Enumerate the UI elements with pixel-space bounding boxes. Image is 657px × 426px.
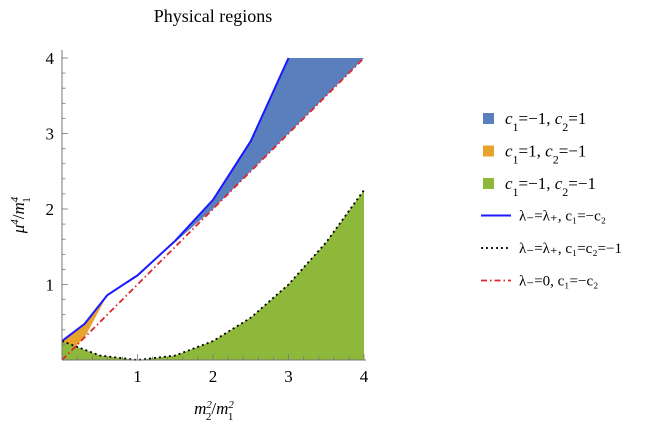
legend: c1=−1, c2=1 c1=1, c2=−1 c1=−1, c2=−1 λ₋=λ₊,… [481, 109, 622, 290]
curve-3 [61, 57, 365, 361]
legend-swatch [483, 113, 494, 124]
x-label-base: m [194, 399, 206, 418]
y-label-sup2: 4 [9, 196, 21, 202]
curve-1 [61, 57, 290, 342]
legend-label: λ₋=λ₊, c₁=c₂=−1 [519, 241, 622, 257]
x-label-sub1: 2 [206, 411, 212, 423]
chart-title: Physical regions [154, 6, 273, 26]
legend-entry-1: c1=−1, c2=1 [483, 109, 586, 134]
legend-swatch [483, 178, 494, 189]
y-label-sup1: 4 [9, 219, 21, 225]
y-tick-label: 1 [46, 276, 55, 295]
legend-entry-4: λ₋=λ₊, c₁=−c₂ [481, 209, 606, 225]
y-tick-label: 2 [46, 200, 55, 219]
region-1 [107, 58, 365, 296]
y-tick-label: 4 [46, 49, 55, 68]
legend-entry-6: λ₋=0, c₁=−c₂ [481, 274, 598, 290]
legend-swatch [483, 145, 494, 157]
x-tick-label: 1 [133, 367, 142, 386]
axes: 1 2 3 4 1 2 3 4 [46, 49, 369, 386]
x-tick-label: 4 [360, 367, 369, 386]
svg-text:m22/m21: m2 2/m2 1 [194, 399, 234, 423]
legend-entry-5: λ₋=λ₊, c₁=c₂=−1 [481, 241, 622, 257]
x-tick-label: 3 [284, 367, 293, 386]
curve-2 [61, 189, 365, 361]
x-tick-label: 2 [209, 367, 218, 386]
legend-label: c1=−1, c2=−1 [505, 174, 596, 199]
legend-label: λ₋=λ₊, c₁=−c₂ [519, 209, 606, 225]
y-tick-label: 3 [46, 125, 55, 144]
legend-entry-3: c1=−1, c2=−1 [483, 174, 596, 199]
y-label-base: μ [9, 225, 28, 235]
y-label-sub2: 1 [21, 197, 33, 203]
region-2 [62, 295, 108, 360]
legend-label: c1=1, c2=−1 [505, 142, 586, 167]
y-label-sep: / [9, 214, 28, 219]
region-3 [62, 190, 364, 360]
x-label-sep: / [211, 399, 216, 418]
legend-label: c1=−1, c2=1 [505, 109, 586, 134]
x-label-sup1: 2 [206, 399, 212, 411]
x-axis-label: m2 2/m2 1 [194, 399, 234, 423]
y-axis-label: μ4/m41 [9, 196, 33, 234]
x-label-base2: m [216, 399, 228, 418]
regions [62, 58, 365, 360]
y-label-base2: m [9, 202, 28, 214]
x-label-sub2: 1 [228, 411, 234, 423]
curves [61, 57, 365, 361]
legend-label: λ₋=0, c₁=−c₂ [519, 274, 598, 290]
legend-entry-2: c1=1, c2=−1 [483, 142, 586, 167]
x-label-sup2: 2 [228, 399, 234, 411]
svg-text:μ4/m41: μ4/m41 [9, 196, 33, 234]
